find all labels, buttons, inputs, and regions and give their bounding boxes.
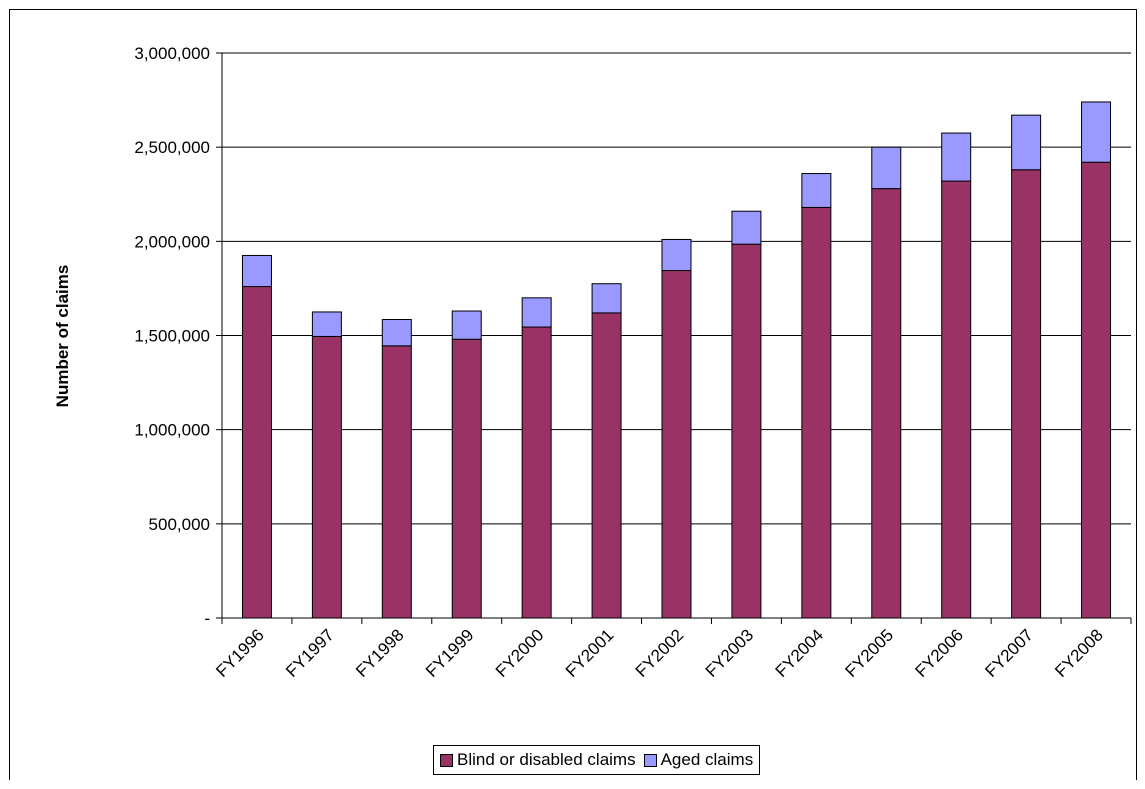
x-tick-label: FY2006	[911, 625, 967, 681]
y-tick-label: 1,000,000	[134, 421, 210, 440]
y-tick-label: 3,000,000	[134, 44, 210, 63]
bars	[241, 101, 1112, 619]
bar-blind-or-disabled	[731, 243, 762, 619]
bar-aged	[1081, 101, 1112, 163]
x-tick-label: FY1998	[352, 625, 408, 681]
x-tick-label: FY1999	[422, 625, 478, 681]
legend-swatch-aged	[643, 753, 657, 767]
bar-blind-or-disabled	[521, 326, 552, 619]
legend: Blind or disabled claims Aged claims	[433, 745, 761, 775]
x-tick-label: FY2008	[1051, 625, 1107, 681]
x-tick-label: FY2007	[981, 625, 1037, 681]
bar-blind-or-disabled	[451, 338, 482, 619]
bar-aged	[451, 310, 482, 340]
bar-blind-or-disabled	[241, 286, 272, 619]
x-tick-label: FY1997	[282, 625, 338, 681]
bar-blind-or-disabled	[1011, 169, 1042, 619]
bar-blind-or-disabled	[311, 335, 342, 619]
x-tick-label: FY1996	[212, 625, 268, 681]
y-tick-label: 1,500,000	[134, 327, 210, 346]
y-tick-label: -	[204, 609, 210, 628]
bar-aged	[381, 318, 412, 347]
bar-blind-or-disabled	[941, 180, 972, 619]
y-axis-title: Number of claims	[53, 265, 72, 408]
bar-blind-or-disabled	[661, 270, 692, 619]
legend-item-blind-or-disabled: Blind or disabled claims	[440, 750, 636, 770]
x-tick-label: FY2001	[562, 625, 618, 681]
x-tick-label: FY2000	[492, 625, 548, 681]
legend-label-blind-or-disabled: Blind or disabled claims	[457, 750, 636, 769]
bar-aged	[311, 311, 342, 337]
legend-label-aged: Aged claims	[660, 750, 754, 769]
bar-aged	[731, 210, 762, 245]
bar-aged	[591, 283, 622, 314]
bar-aged	[1011, 114, 1042, 171]
bar-aged	[661, 238, 692, 272]
bar-aged	[941, 132, 972, 182]
legend-swatch-blind-or-disabled	[440, 753, 453, 767]
y-tick-label: 500,000	[149, 515, 210, 534]
axes: - 500,000 1,000,000 1,500,000 2,000,000 2,500…	[134, 44, 1132, 681]
x-tick-label: FY2005	[842, 625, 898, 681]
x-tick-label: FY2002	[632, 625, 688, 681]
x-tick-label: FY2004	[772, 625, 828, 681]
bar-aged	[241, 254, 272, 288]
y-tick-label: 2,500,000	[134, 138, 210, 157]
bar-aged	[521, 297, 552, 328]
bar-aged	[801, 173, 832, 208]
bar-aged	[871, 146, 902, 190]
bar-blind-or-disabled	[871, 188, 902, 619]
legend-item-aged: Aged claims	[643, 750, 754, 770]
y-tick-label: 2,000,000	[134, 232, 210, 251]
bar-blind-or-disabled	[381, 345, 412, 619]
bar-blind-or-disabled	[1081, 161, 1112, 619]
x-tick-label: FY2003	[702, 625, 758, 681]
bar-blind-or-disabled	[801, 206, 832, 619]
bar-blind-or-disabled	[591, 312, 622, 619]
